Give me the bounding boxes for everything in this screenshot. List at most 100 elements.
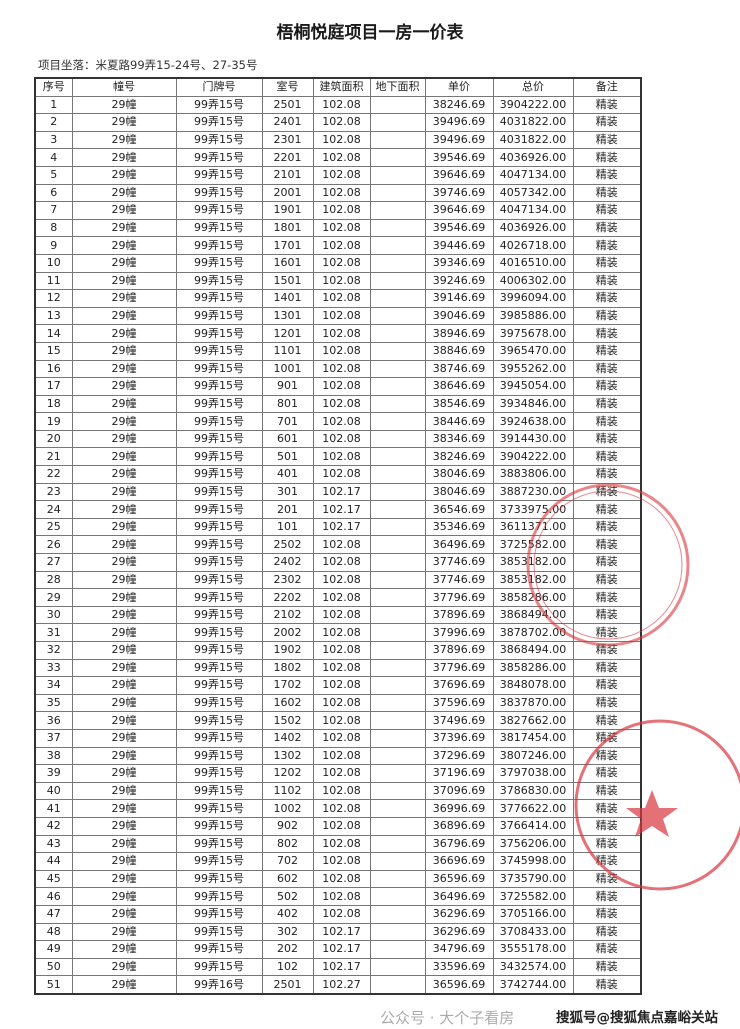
cell-remark: 精装	[572, 641, 642, 660]
cell-remark: 精装	[572, 570, 642, 590]
cell-total-price: 3827662.00	[492, 711, 574, 730]
cell-total-price: 3705166.00	[492, 904, 574, 924]
cell-building: 29幢	[71, 183, 177, 203]
table-row: 12 29幢 99弄15号 1401 102.08 39146.69 3996094.00 精…	[34, 289, 642, 308]
cell-building: 29幢	[71, 799, 177, 818]
cell-door-number: 99弄15号	[175, 922, 263, 942]
cell-total-price: 3735790.00	[492, 869, 574, 889]
cell-remark: 精装	[572, 940, 642, 959]
cell-underground-area	[369, 623, 426, 642]
cell-remark: 精装	[572, 201, 642, 220]
cell-building: 29幢	[71, 218, 177, 238]
cell-floor-area: 102.08	[312, 165, 371, 185]
table-row: 22 29幢 99弄15号 401 102.08 38046.69 3883806.00 精装	[34, 465, 642, 484]
cell-unit-price: 36696.69	[424, 852, 494, 871]
table-row: 15 29幢 99弄15号 1101 102.08 38846.69 3965470.00 精…	[34, 341, 642, 361]
cell-door-number: 99弄15号	[175, 130, 263, 150]
cell-room: 1701	[261, 236, 314, 255]
cell-remark: 精装	[572, 553, 642, 572]
cell-floor-area: 102.08	[312, 412, 371, 431]
cell-remark: 精装	[572, 535, 642, 555]
cell-unit-price: 37996.69	[424, 623, 494, 642]
cell-total-price: 3924638.00	[492, 412, 574, 431]
table-row: 18 29幢 99弄15号 801 102.08 38546.69 3934846.00 精装	[34, 394, 642, 414]
cell-floor-area: 102.17	[312, 517, 371, 537]
cell-underground-area	[369, 781, 426, 801]
table-row: 3 29幢 99弄15号 2301 102.08 39496.69 4031822.00 精装	[34, 130, 642, 150]
cell-door-number: 99弄15号	[175, 341, 263, 361]
cell-remark: 精装	[572, 834, 642, 854]
cell-unit-price: 37296.69	[424, 746, 494, 766]
cell-seq: 31	[34, 623, 73, 642]
cell-total-price: 3934846.00	[492, 394, 574, 414]
cell-floor-area: 102.08	[312, 394, 371, 414]
cell-door-number: 99弄15号	[175, 869, 263, 889]
cell-unit-price: 36296.69	[424, 904, 494, 924]
cell-remark: 精装	[572, 412, 642, 431]
cell-floor-area: 102.08	[312, 253, 371, 273]
cell-room: 402	[261, 904, 314, 924]
cell-underground-area	[369, 816, 426, 836]
cell-door-number: 99弄15号	[175, 605, 263, 625]
cell-seq: 25	[34, 517, 73, 537]
table-row: 40 29幢 99弄15号 1102 102.08 37096.69 3786830.00 精…	[34, 781, 642, 801]
cell-room: 1602	[261, 693, 314, 713]
cell-total-price: 4016510.00	[492, 253, 574, 273]
cell-floor-area: 102.08	[312, 306, 371, 326]
cell-underground-area	[369, 975, 426, 995]
cell-floor-area: 102.08	[312, 183, 371, 203]
table-row: 25 29幢 99弄15号 101 102.17 35346.69 3611371.00 精装	[34, 517, 642, 537]
cell-underground-area	[369, 535, 426, 555]
cell-room: 202	[261, 940, 314, 959]
cell-room: 2201	[261, 148, 314, 167]
cell-seq: 48	[34, 922, 73, 942]
cell-remark: 精装	[572, 271, 642, 291]
cell-remark: 精装	[572, 95, 642, 115]
cell-underground-area	[369, 922, 426, 942]
cell-remark: 精装	[572, 447, 642, 467]
cell-unit-price: 39046.69	[424, 306, 494, 326]
cell-unit-price: 39446.69	[424, 236, 494, 255]
cell-underground-area	[369, 201, 426, 220]
cell-seq: 50	[34, 957, 73, 977]
cell-room: 1002	[261, 799, 314, 818]
cell-underground-area	[369, 394, 426, 414]
cell-unit-price: 36296.69	[424, 922, 494, 942]
cell-remark: 精装	[572, 816, 642, 836]
cell-remark: 精装	[572, 500, 642, 519]
cell-door-number: 99弄15号	[175, 429, 263, 449]
cell-total-price: 3742744.00	[492, 975, 574, 995]
cell-unit-price: 38346.69	[424, 429, 494, 449]
cell-total-price: 4006302.00	[492, 271, 574, 291]
cell-building: 29幢	[71, 377, 177, 396]
cell-room: 1302	[261, 746, 314, 766]
cell-total-price: 4031822.00	[492, 113, 574, 132]
cell-room: 1401	[261, 289, 314, 308]
column-header-underground-area: 地下面积	[369, 77, 426, 97]
cell-remark: 精装	[572, 341, 642, 361]
cell-total-price: 3756206.00	[492, 834, 574, 854]
cell-building: 29幢	[71, 341, 177, 361]
cell-seq: 9	[34, 236, 73, 255]
cell-room: 1502	[261, 711, 314, 730]
cell-remark: 精装	[572, 922, 642, 942]
cell-building: 29幢	[71, 922, 177, 942]
cell-unit-price: 35346.69	[424, 517, 494, 537]
table-row: 47 29幢 99弄15号 402 102.08 36296.69 3705166.00 精装	[34, 904, 642, 924]
cell-unit-price: 36496.69	[424, 535, 494, 555]
cell-remark: 精装	[572, 605, 642, 625]
cell-total-price: 3725582.00	[492, 535, 574, 555]
cell-remark: 精装	[572, 253, 642, 273]
cell-total-price: 3996094.00	[492, 289, 574, 308]
table-row: 23 29幢 99弄15号 301 102.17 38046.69 3887230.00 精装	[34, 482, 642, 502]
cell-room: 802	[261, 834, 314, 854]
table-row: 32 29幢 99弄15号 1902 102.08 37896.69 3868494.00 精…	[34, 641, 642, 660]
column-header-door-number: 门牌号	[175, 77, 263, 97]
table-row: 44 29幢 99弄15号 702 102.08 36696.69 3745998.00 精装	[34, 852, 642, 871]
cell-remark: 精装	[572, 324, 642, 343]
cell-underground-area	[369, 324, 426, 343]
cell-unit-price: 36996.69	[424, 799, 494, 818]
table-row: 11 29幢 99弄15号 1501 102.08 39246.69 4006302.00 精…	[34, 271, 642, 291]
cell-floor-area: 102.08	[312, 447, 371, 467]
column-header-seq: 序号	[34, 77, 73, 97]
